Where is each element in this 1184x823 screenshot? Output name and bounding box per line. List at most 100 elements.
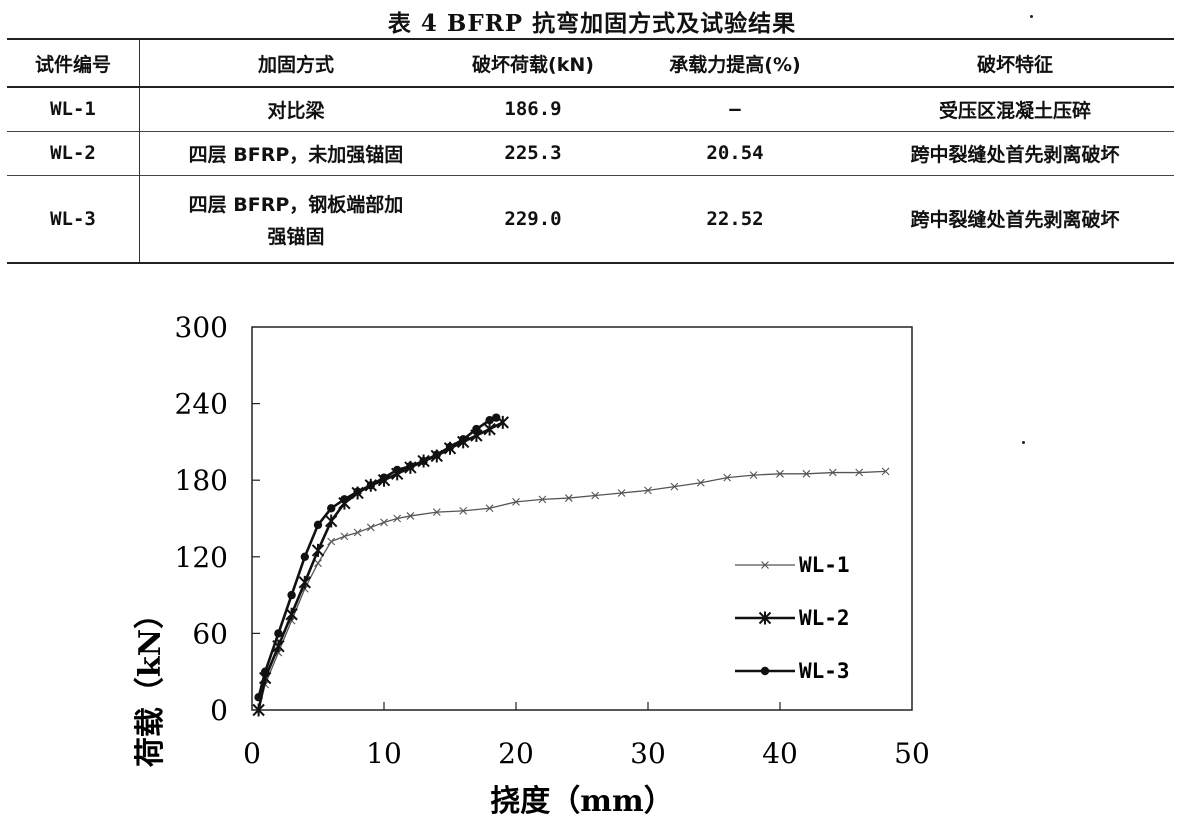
data-point <box>366 523 375 532</box>
data-point <box>459 435 468 444</box>
table-title: 表 4 BFRP 抗弯加固方式及试验结果 <box>387 10 797 37</box>
cell-capacity-increase: — <box>729 98 741 121</box>
data-point <box>406 461 415 471</box>
y-tick-label: 60 <box>192 617 228 650</box>
y-tick-label: 0 <box>210 694 228 727</box>
x-axis-label: 挠度（mm） <box>490 784 674 819</box>
data-point <box>274 629 283 638</box>
data-point <box>393 514 402 523</box>
data-point <box>432 508 441 517</box>
data-point <box>644 486 652 495</box>
data-point <box>353 528 362 537</box>
data-point <box>538 495 547 504</box>
data-point <box>380 518 388 527</box>
data-point <box>285 607 298 621</box>
data-point <box>340 495 349 504</box>
data-point <box>287 590 296 600</box>
scan-speck <box>1022 441 1025 444</box>
x-tick-label: 20 <box>498 737 534 770</box>
data-point <box>472 424 481 434</box>
legend-label: WL-1 <box>799 553 850 577</box>
cell-failure-load: 225.3 <box>504 142 562 164</box>
x-tick-label: 50 <box>894 737 930 770</box>
series-wl-1 <box>254 467 890 714</box>
tick-labels: 0 10 20 30 40 50 0 60 120 180 240 300 <box>175 311 930 770</box>
data-point <box>406 512 415 520</box>
cell-failure-mode: 跨中裂缝处首先剥离破坏 <box>910 143 1120 166</box>
cell-failure-load: 186.9 <box>504 98 562 121</box>
data-point <box>512 498 520 506</box>
chart-axes <box>251 326 913 711</box>
data-point <box>758 611 772 625</box>
cell-method-line1: 四层 BFRP，钢板端部加 <box>188 194 404 217</box>
header-failure-load: 破坏荷载(kN) <box>452 38 614 88</box>
table-header-row: 试件编号 加固方式 破坏荷载(kN) 承载力提高(%) 破坏特征 <box>7 38 1174 88</box>
cell-specimen-id: WL-2 <box>7 131 140 175</box>
legend-item-wl-3: WL-3 <box>735 659 850 683</box>
results-table: 试件编号 加固方式 破坏荷载(kN) 承载力提高(%) 破坏特征 WL-1 对比… <box>7 38 1174 264</box>
cell-method: 四层 BFRP，未加强锚固 <box>188 143 404 166</box>
data-point <box>353 487 362 496</box>
cell-capacity-increase: 22.52 <box>706 207 764 230</box>
chart-legend: WL-1 WL-2 WL-3 <box>735 553 850 683</box>
data-point <box>760 666 770 676</box>
data-point <box>749 471 758 479</box>
cell-failure-mode: 跨中裂缝处首先剥离破坏 <box>910 209 1120 232</box>
data-point <box>459 506 468 515</box>
table-row: WL-2 四层 BFRP，未加强锚固 225.3 20.54 跨中裂缝处首先剥离… <box>7 131 1174 175</box>
y-axis-label: 荷载（kN） <box>133 599 168 767</box>
cell-specimen-id: WL-3 <box>7 175 140 263</box>
data-point <box>327 504 336 513</box>
cell-method: 对比梁 <box>267 99 325 122</box>
legend-item-wl-2: WL-2 <box>735 606 850 630</box>
data-point <box>393 465 402 475</box>
header-specimen-id: 试件编号 <box>7 38 140 88</box>
data-point <box>564 494 573 502</box>
data-point <box>881 467 890 476</box>
data-point <box>802 469 811 478</box>
data-point <box>314 559 322 568</box>
cell-method-line2: 强锚固 <box>267 226 325 249</box>
data-point <box>261 667 270 676</box>
x-tick-label: 0 <box>243 737 261 770</box>
data-point <box>445 442 455 452</box>
y-tick-label: 120 <box>175 541 228 574</box>
data-point <box>483 422 496 436</box>
y-tick-label: 240 <box>175 388 228 421</box>
data-point <box>696 478 705 487</box>
series-line <box>257 416 497 698</box>
y-tick-label: 300 <box>175 311 228 344</box>
x-tick-label: 10 <box>366 737 402 770</box>
legend-label: WL-2 <box>799 606 850 630</box>
series-wl-2 <box>252 415 510 717</box>
series-wl-3 <box>254 413 501 702</box>
data-point <box>776 469 784 478</box>
data-point <box>300 552 309 561</box>
table-row: WL-1 对比梁 186.9 — 受压区混凝土压碎 <box>7 87 1174 131</box>
cell-failure-mode: 受压区混凝土压碎 <box>938 99 1091 122</box>
series-line <box>257 470 886 711</box>
data-point <box>298 575 312 589</box>
data-point <box>485 415 494 425</box>
data-point <box>485 504 494 513</box>
x-tick-label: 40 <box>762 737 798 770</box>
plot-frame <box>251 326 913 711</box>
table-row: WL-3 四层 BFRP，钢板端部加 强锚固 229.0 22.52 跨中裂缝处… <box>7 175 1174 263</box>
legend-label: WL-3 <box>799 659 850 683</box>
header-failure-mode: 破坏特征 <box>856 38 1174 88</box>
data-point <box>366 481 375 490</box>
legend-item-wl-1: WL-1 <box>735 553 850 577</box>
cell-method: 四层 BFRP，钢板端部加 强锚固 <box>140 175 453 263</box>
data-point <box>828 468 837 477</box>
data-point <box>492 413 501 422</box>
data-point <box>379 473 389 482</box>
cell-failure-load: 229.0 <box>504 207 562 230</box>
x-tick-label: 30 <box>630 737 666 770</box>
data-point <box>617 489 626 497</box>
series-line <box>257 421 504 711</box>
cell-capacity-increase: 20.54 <box>706 142 764 164</box>
y-tick-label: 180 <box>175 464 228 497</box>
data-point <box>432 450 441 459</box>
data-point <box>340 532 349 541</box>
